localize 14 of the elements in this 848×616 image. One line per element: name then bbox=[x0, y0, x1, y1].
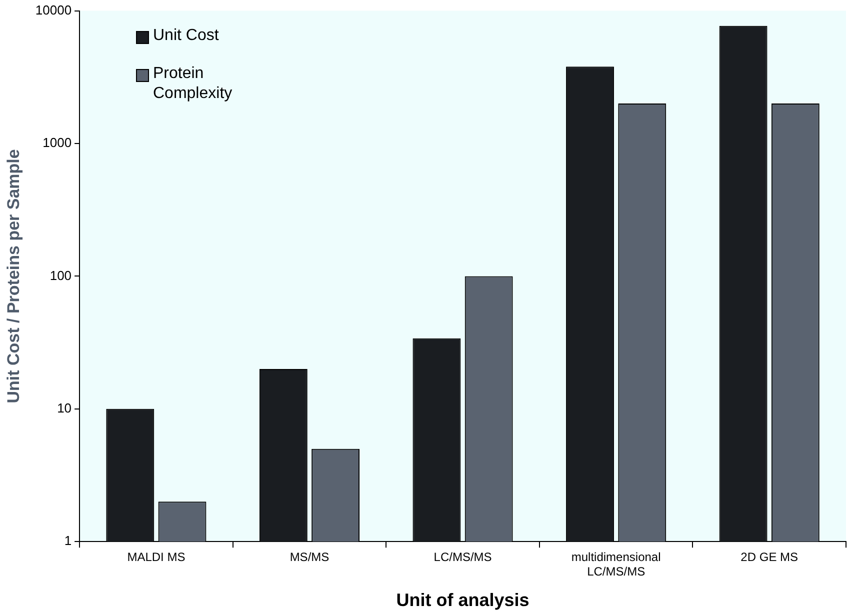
x-tick-label: multidimensional LC/MS/MS bbox=[571, 550, 661, 579]
x-tick-label: 2D GE MS bbox=[740, 550, 798, 564]
x-tick-label: MS/MS bbox=[290, 550, 330, 564]
y-tick-label: 1000 bbox=[42, 135, 72, 150]
x-axis-title: Unit of analysis bbox=[396, 590, 530, 610]
x-tick-label: LC/MS/MS bbox=[434, 550, 492, 564]
y-axis-title: Unit Cost / Proteins per Sample bbox=[4, 149, 23, 404]
y-tick-label: 10000 bbox=[35, 2, 72, 18]
y-tick-label: 10 bbox=[57, 400, 72, 416]
y-tick-label: 1 bbox=[64, 533, 72, 548]
legend-label: Unit Cost bbox=[153, 26, 219, 46]
legend-label: Protein Complexity bbox=[153, 64, 234, 104]
y-tick-label: 100 bbox=[50, 268, 72, 283]
x-tick-label: MALDI MS bbox=[127, 550, 186, 564]
